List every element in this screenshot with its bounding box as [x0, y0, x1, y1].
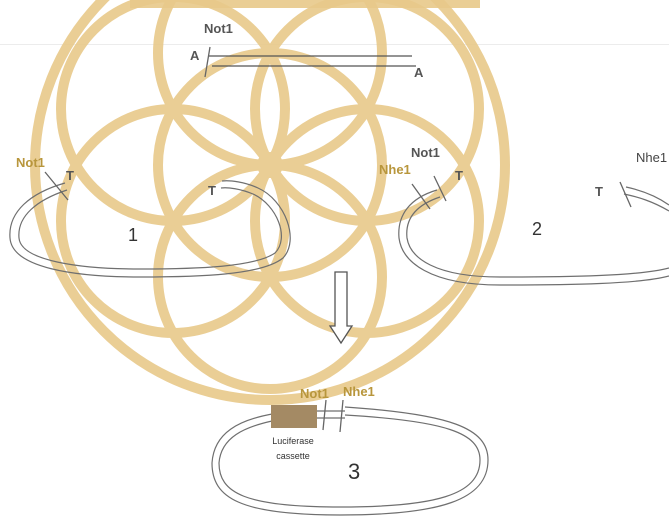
- plasmid2-number: 2: [532, 219, 542, 239]
- plasmid3-enzyme-a: Not1: [300, 386, 329, 401]
- insert-fragment: Not1 A A: [190, 21, 424, 80]
- plasmid2-enzyme-a: Nhe1: [379, 162, 411, 177]
- cassette-label-line2: cassette: [276, 451, 310, 461]
- plasmid1-enzyme-label: Not1: [16, 155, 45, 170]
- down-arrow-icon: [328, 271, 354, 345]
- plasmid2-cut-mark-a: [411, 183, 431, 210]
- plasmid1-cut-mark: [44, 171, 69, 201]
- insert-cut-mark: [204, 46, 211, 78]
- plasmid3-cut-mark-b: [339, 399, 344, 433]
- insert-end-top: A: [190, 48, 200, 63]
- plasmid-3: Not1 Nhe1 Luciferase cassette 3: [211, 384, 489, 516]
- insert-end-bottom: A: [414, 65, 424, 80]
- plasmid1-end-right: T: [208, 183, 216, 198]
- plasmid2-cut-mark-b: [433, 175, 447, 202]
- plasmid3-number: 3: [348, 459, 360, 484]
- flower-of-life-watermark: [30, 0, 510, 405]
- plasmid2-cut-mark-right: [619, 181, 632, 208]
- plasmid1-number: 1: [128, 225, 138, 245]
- plasmid2-enzyme-right: Nhe1: [636, 150, 667, 165]
- watermark-top-band: [130, 0, 480, 8]
- cassette-label-line1: Luciferase: [272, 436, 314, 446]
- top-divider: [0, 44, 669, 45]
- plasmid2-end-right: T: [595, 184, 603, 199]
- plasmid3-enzyme-b: Nhe1: [343, 384, 375, 399]
- luciferase-cassette-block: [271, 405, 317, 428]
- insert-enzyme-label: Not1: [204, 21, 233, 36]
- plasmid1-end-left: T: [66, 168, 74, 183]
- plasmid2-enzyme-b: Not1: [411, 145, 440, 160]
- plasmid3-cut-mark-a: [322, 399, 327, 431]
- plasmid-1: Not1 T T 1: [9, 155, 291, 278]
- plasmid2-end-left: T: [455, 168, 463, 183]
- plasmid-2: Nhe1 Not1 T Nhe1 T 2: [379, 145, 669, 286]
